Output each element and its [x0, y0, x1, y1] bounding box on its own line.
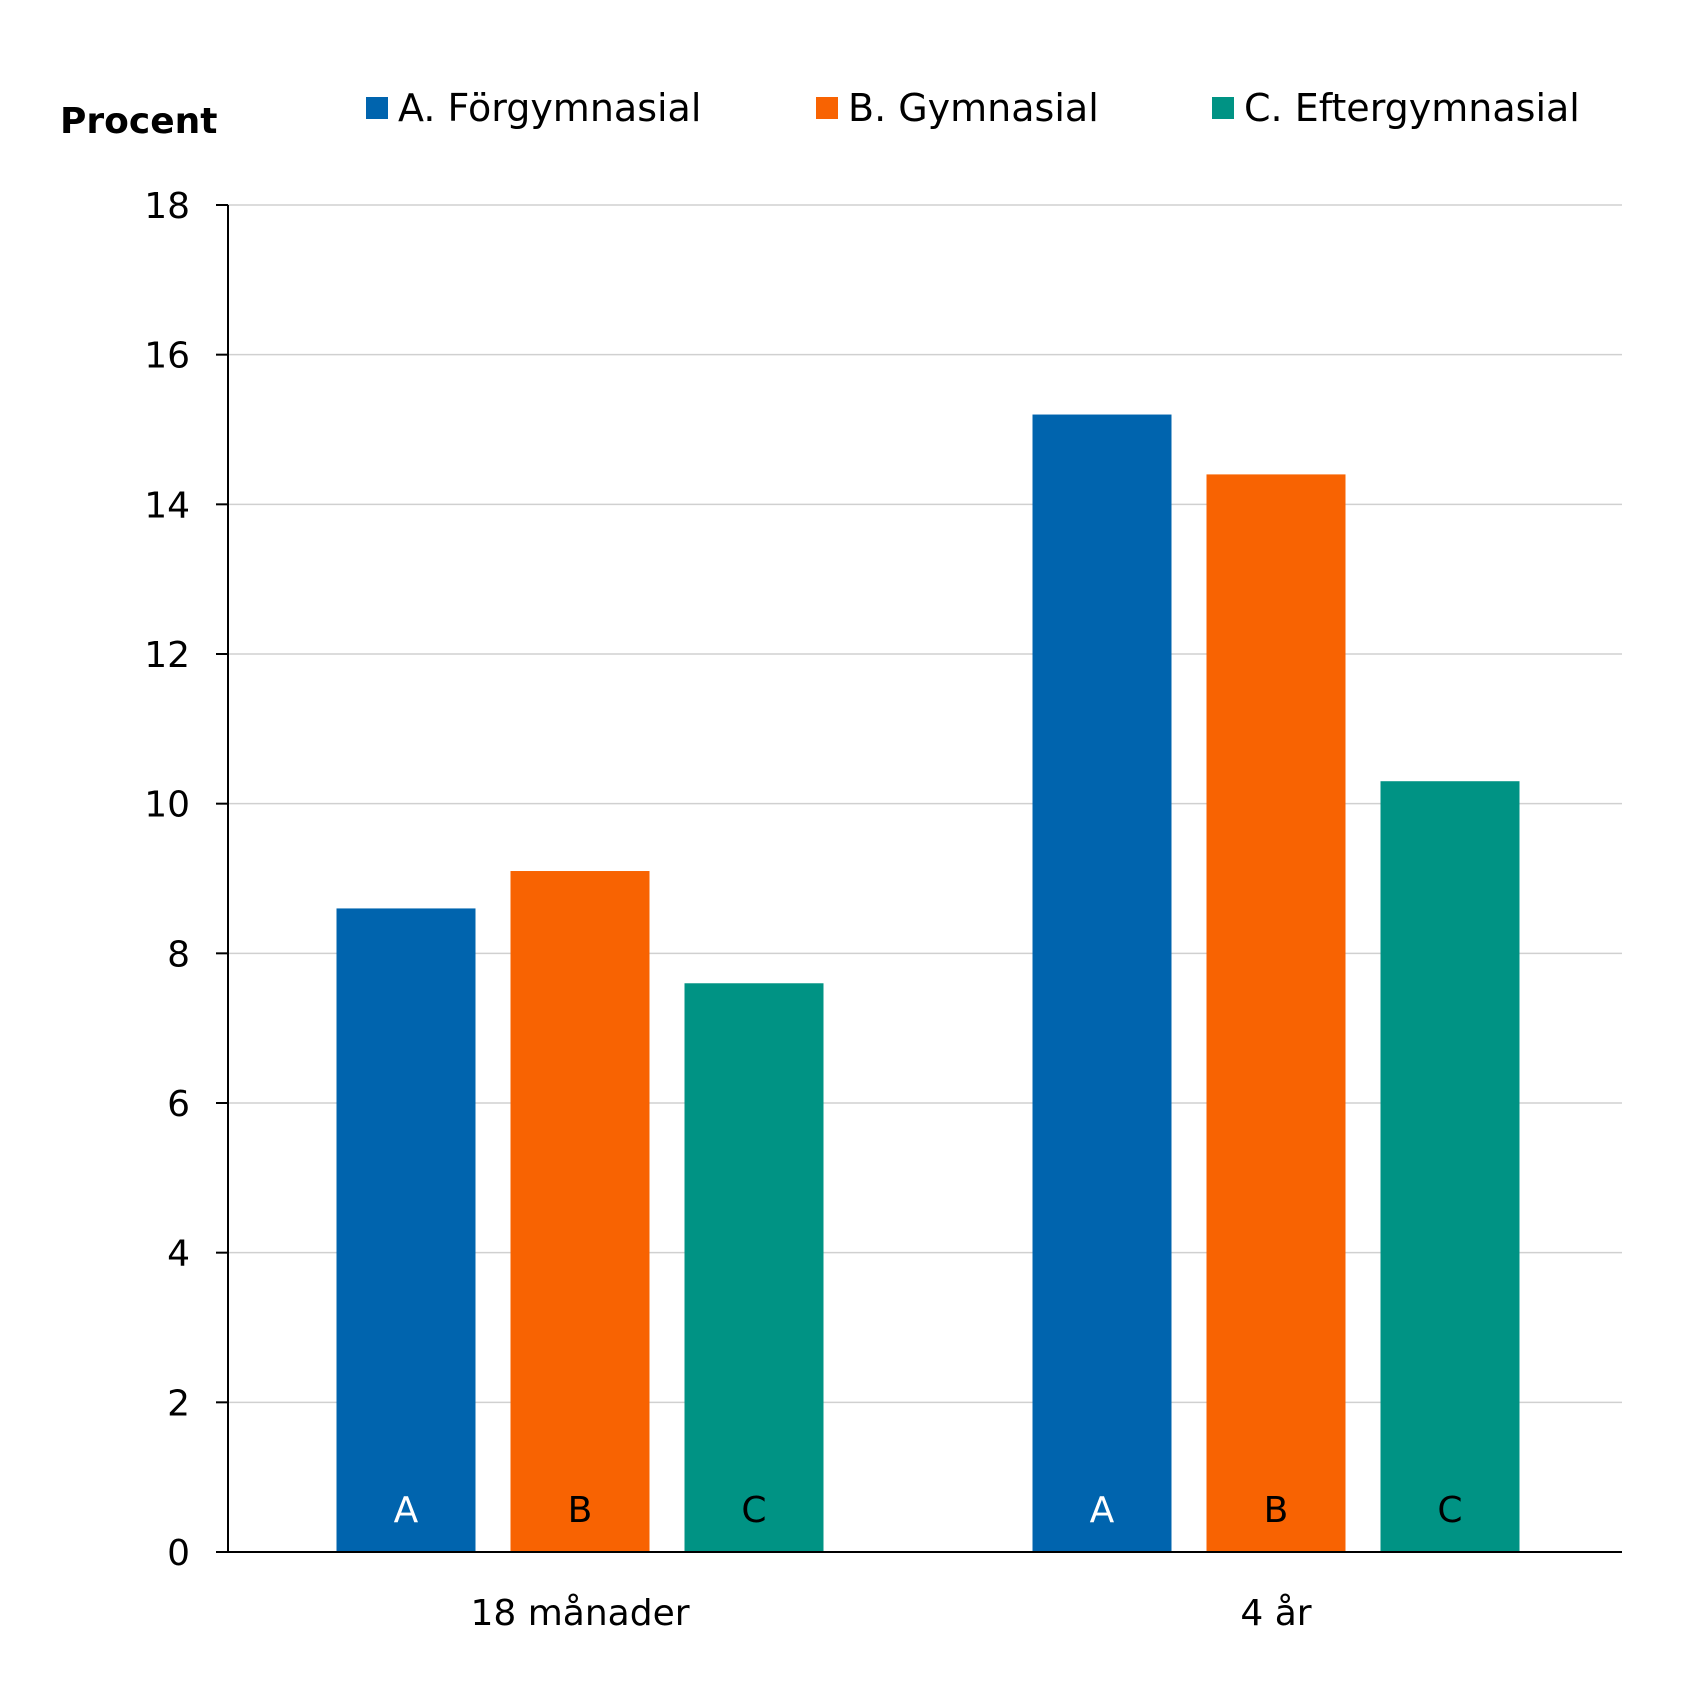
legend-swatch	[1212, 97, 1234, 119]
bar	[510, 871, 650, 1552]
bar-letter-label: C	[741, 1490, 766, 1531]
bar	[1206, 474, 1346, 1552]
bar-letter-label: B	[568, 1490, 593, 1531]
y-axis-title: Procent	[60, 101, 217, 142]
legend-swatch	[816, 97, 838, 119]
bar	[1032, 414, 1172, 1552]
y-tick-label: 4	[167, 1234, 190, 1275]
y-tick-label: 18	[144, 186, 190, 227]
legend-label: C. Eftergymnasial	[1244, 86, 1580, 130]
y-tick-label: 12	[144, 635, 190, 676]
legend-label: B. Gymnasial	[848, 86, 1099, 130]
axes	[227, 205, 1622, 1553]
bar-letter-label: A	[394, 1490, 419, 1531]
legend-swatch	[366, 97, 388, 119]
y-tick-label: 8	[167, 934, 190, 975]
y-tick-label: 16	[144, 336, 190, 377]
bar-letter-label: C	[1437, 1490, 1462, 1531]
y-ticks: 0 2 4 6 8 10 12 14 16 18	[144, 186, 228, 1574]
y-tick-label: 14	[144, 485, 190, 526]
x-categories: 18 månader 4 år	[470, 1593, 1311, 1634]
bar	[684, 983, 824, 1552]
legend-label: A. Förgymnasial	[398, 86, 701, 130]
x-category-label: 4 år	[1240, 1593, 1311, 1634]
bar-letter-label: B	[1264, 1490, 1289, 1531]
y-tick-label: 6	[167, 1084, 190, 1125]
x-category-label: 18 månader	[470, 1593, 689, 1634]
bar	[1380, 781, 1520, 1552]
bar-letter-label: A	[1090, 1490, 1115, 1531]
y-tick-label: 0	[167, 1533, 190, 1574]
y-tick-label: 2	[167, 1383, 190, 1424]
bar	[336, 908, 476, 1552]
legend: A. Förgymnasial B. Gymnasial C. Eftergymna…	[366, 86, 1580, 130]
y-tick-label: 10	[144, 785, 190, 826]
